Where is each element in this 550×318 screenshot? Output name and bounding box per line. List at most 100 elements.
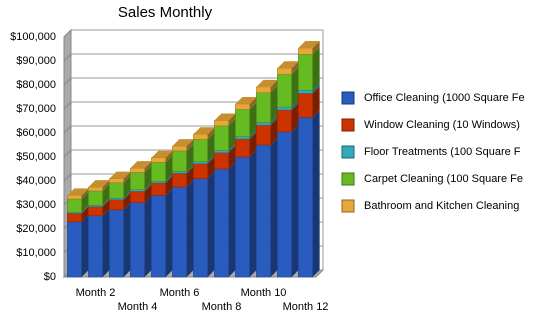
bar-side xyxy=(312,110,320,278)
bar-segment xyxy=(235,109,250,137)
bar-side xyxy=(81,214,89,277)
bar-segment xyxy=(235,136,250,140)
bar-segment xyxy=(109,182,124,199)
bar-side xyxy=(291,100,299,110)
x-tick-label: Month 2 xyxy=(76,287,116,299)
bar-segment xyxy=(172,171,187,174)
bar-side xyxy=(207,132,215,162)
bar-segment xyxy=(235,156,250,278)
bar-side xyxy=(228,113,236,126)
bar-side xyxy=(144,161,152,173)
bar-segment xyxy=(193,138,208,163)
bar-side xyxy=(81,205,89,214)
bar-side xyxy=(165,174,173,183)
bar-side xyxy=(144,182,152,192)
bar-segment xyxy=(88,186,103,192)
bar-side xyxy=(123,175,131,199)
x-tick-label: Month 8 xyxy=(202,301,242,313)
bar-side xyxy=(291,124,299,277)
bar-side xyxy=(123,171,131,183)
bar-side xyxy=(144,195,152,277)
bar-side xyxy=(102,198,110,207)
bar-side xyxy=(186,143,194,172)
legend-swatch xyxy=(341,145,355,159)
bar-side xyxy=(81,206,89,222)
bar-segment xyxy=(109,178,124,183)
bar-segment xyxy=(67,221,82,278)
bar-segment xyxy=(88,190,103,206)
bar-side xyxy=(144,184,152,203)
bar-side xyxy=(291,67,299,108)
bar-segment xyxy=(193,178,208,278)
legend-label: Office Cleaning (1000 Square Fe xyxy=(364,92,525,104)
bar-side xyxy=(207,127,215,140)
y-tick-label: $70,000 xyxy=(16,103,56,115)
bar-segment xyxy=(298,117,313,278)
grid-line-side xyxy=(63,77,72,86)
y-tick-label: $40,000 xyxy=(16,175,56,187)
bar-side xyxy=(249,132,257,157)
bar-segment xyxy=(298,47,313,55)
bar-side xyxy=(270,79,278,93)
bar-segment xyxy=(193,133,208,140)
bar-segment xyxy=(130,172,145,191)
grid-line-side xyxy=(63,125,72,134)
bar-top xyxy=(151,150,173,158)
bar-top xyxy=(172,139,194,147)
x-tick-label: Month 10 xyxy=(241,287,287,299)
grid-line-side xyxy=(63,173,72,182)
bar-segment xyxy=(256,144,271,278)
y-tick-label: $80,000 xyxy=(16,79,56,91)
bar-top xyxy=(109,171,131,179)
bar-side xyxy=(81,192,89,213)
x-tick-label: Month 4 xyxy=(118,301,158,313)
bar-side xyxy=(207,171,215,277)
bar-side xyxy=(228,145,236,169)
bar-segment xyxy=(130,167,145,173)
bar-side xyxy=(291,61,299,75)
grid-line-side xyxy=(63,149,72,158)
bar-side xyxy=(312,86,320,118)
bar-side xyxy=(102,199,110,216)
y-tick-label: $0 xyxy=(44,271,56,283)
bar-side xyxy=(207,156,215,179)
bar-segment xyxy=(277,109,292,133)
bar-top xyxy=(130,161,152,169)
bar-segment xyxy=(88,206,103,217)
bar-side xyxy=(207,154,215,164)
legend-swatch xyxy=(341,118,355,132)
bar-segment xyxy=(151,195,166,278)
bar-segment xyxy=(214,150,229,153)
bar-side xyxy=(165,188,173,277)
bar-side xyxy=(228,162,236,277)
y-tick-label: $30,000 xyxy=(16,199,56,211)
bar-side xyxy=(186,164,194,174)
bar-segment xyxy=(214,168,229,278)
bar-segment xyxy=(256,124,271,146)
bar-segment xyxy=(67,198,82,213)
grid-line-side xyxy=(63,101,72,110)
bar-top xyxy=(235,96,257,104)
bar-segment xyxy=(256,92,271,123)
bar-side xyxy=(186,180,194,277)
bar-segment xyxy=(214,120,229,127)
bar-top xyxy=(298,41,320,49)
bar-top xyxy=(67,188,89,196)
bar-segment xyxy=(277,106,292,111)
bar-side xyxy=(312,41,320,55)
bar-side xyxy=(165,155,173,182)
bar-side xyxy=(228,143,236,153)
bar-segment xyxy=(298,93,313,118)
grid-line-side xyxy=(63,53,72,62)
x-tick-label: Month 6 xyxy=(160,287,200,299)
bar-segment xyxy=(172,173,187,188)
bar-side xyxy=(102,183,110,206)
bar-segment xyxy=(151,162,166,182)
bar-segment xyxy=(214,125,229,151)
bar-segment xyxy=(130,202,145,278)
bar-side xyxy=(312,83,320,94)
bar-side xyxy=(270,85,278,123)
bar-segment xyxy=(67,213,82,223)
grid-line-side xyxy=(63,29,72,38)
